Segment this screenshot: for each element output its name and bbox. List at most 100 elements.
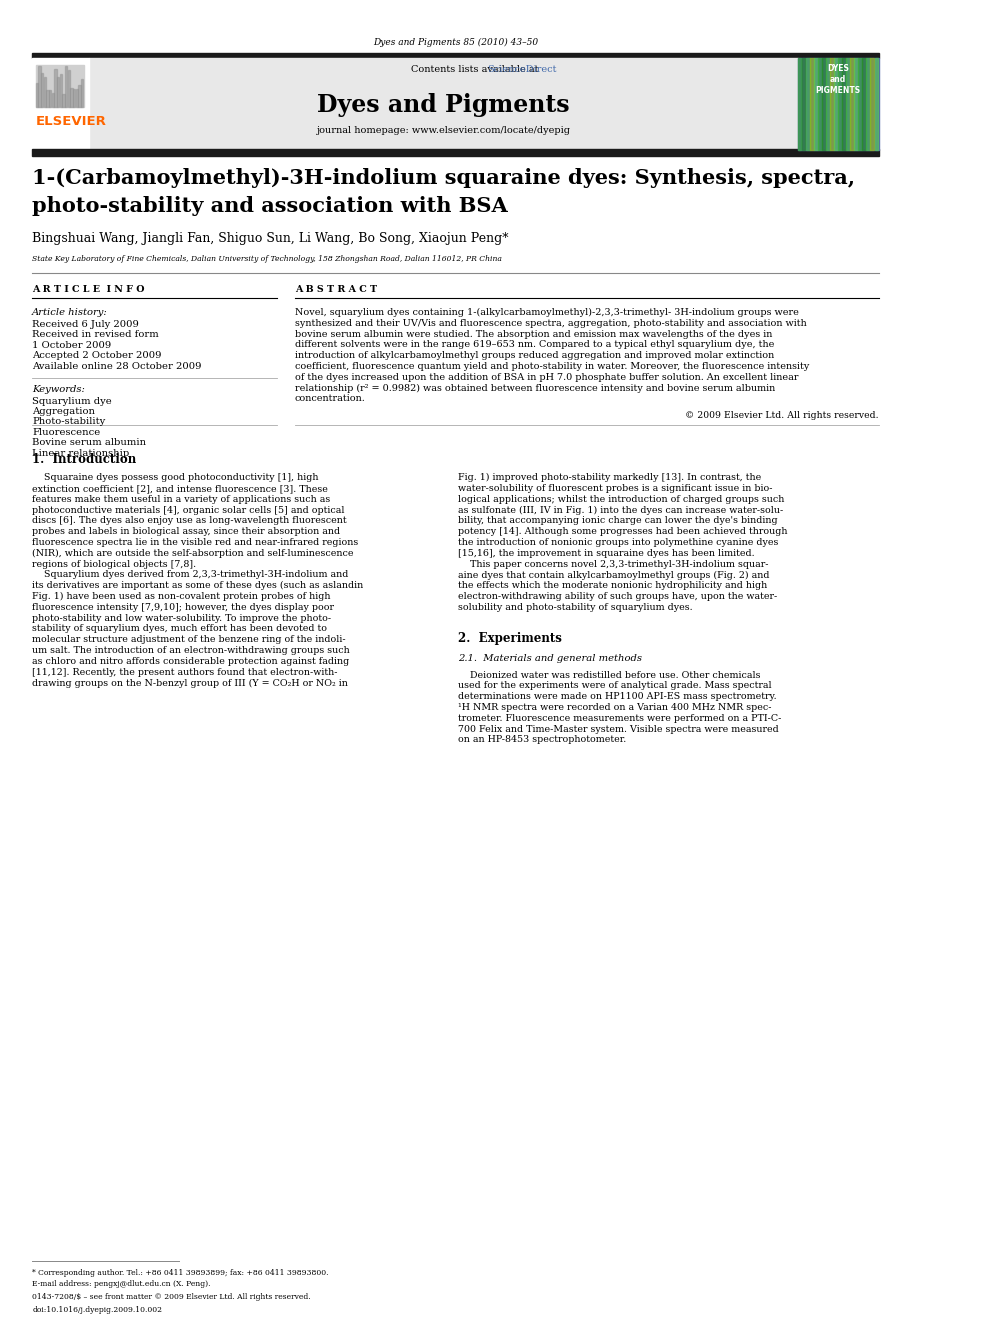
Text: [15,16], the improvement in squaraine dyes has been limited.: [15,16], the improvement in squaraine dy… bbox=[458, 549, 755, 558]
Text: 2.  Experiments: 2. Experiments bbox=[458, 631, 561, 644]
Text: fluorescence spectra lie in the visible red and near-infrared regions: fluorescence spectra lie in the visible … bbox=[32, 538, 358, 546]
Text: A B S T R A C T: A B S T R A C T bbox=[295, 284, 377, 294]
Text: aine dyes that contain alkylcarbamoylmethyl groups (Fig. 2) and: aine dyes that contain alkylcarbamoylmet… bbox=[458, 570, 770, 579]
Bar bbox=[846, 58, 850, 149]
Bar bbox=[57, 77, 60, 107]
Text: synthesized and their UV/Vis and fluorescence spectra, aggregation, photo-stabil: synthesized and their UV/Vis and fluores… bbox=[295, 319, 806, 328]
Text: as sulfonate (III, IV in Fig. 1) into the dyes can increase water-solu-: as sulfonate (III, IV in Fig. 1) into th… bbox=[458, 505, 784, 515]
Text: DYES
and
PIGMENTS: DYES and PIGMENTS bbox=[815, 64, 861, 95]
Bar bbox=[49, 90, 52, 107]
Bar bbox=[73, 89, 75, 107]
Bar bbox=[81, 79, 83, 107]
Text: Dyes and Pigments 85 (2010) 43–50: Dyes and Pigments 85 (2010) 43–50 bbox=[373, 38, 538, 48]
Text: ScienceDirect: ScienceDirect bbox=[487, 65, 557, 74]
Bar bbox=[39, 66, 41, 107]
Text: potency [14]. Although some progresses had been achieved through: potency [14]. Although some progresses h… bbox=[458, 527, 788, 536]
Text: 1.  Introduction: 1. Introduction bbox=[32, 454, 136, 466]
Text: trometer. Fluorescence measurements were performed on a PTI-C-: trometer. Fluorescence measurements were… bbox=[458, 714, 782, 722]
Bar bbox=[75, 89, 78, 107]
Text: logical applications; whilst the introduction of charged groups such: logical applications; whilst the introdu… bbox=[458, 495, 785, 504]
Bar bbox=[862, 58, 866, 149]
Text: Squaraine dyes possess good photoconductivity [1], high: Squaraine dyes possess good photoconduct… bbox=[32, 474, 318, 482]
Bar bbox=[826, 58, 829, 149]
Bar bbox=[875, 58, 878, 149]
Text: Bingshuai Wang, Jiangli Fan, Shiguo Sun, Li Wang, Bo Song, Xiaojun Peng*: Bingshuai Wang, Jiangli Fan, Shiguo Sun,… bbox=[32, 232, 509, 245]
Text: photo-stability and association with BSA: photo-stability and association with BSA bbox=[32, 196, 508, 216]
Text: electron-withdrawing ability of such groups have, upon the water-: electron-withdrawing ability of such gro… bbox=[458, 591, 778, 601]
Text: concentration.: concentration. bbox=[295, 394, 365, 404]
Text: Aggregation: Aggregation bbox=[32, 407, 95, 415]
Text: Article history:: Article history: bbox=[32, 308, 108, 318]
Bar bbox=[870, 58, 874, 149]
Text: E-mail address: pengxj@dlut.edu.cn (X. Peng).: E-mail address: pengxj@dlut.edu.cn (X. P… bbox=[32, 1279, 210, 1289]
Bar bbox=[67, 70, 70, 107]
Bar bbox=[834, 58, 838, 149]
Text: extinction coefficient [2], and intense fluorescence [3]. These: extinction coefficient [2], and intense … bbox=[32, 484, 328, 493]
Text: Fig. 1) have been used as non-covalent protein probes of high: Fig. 1) have been used as non-covalent p… bbox=[32, 591, 330, 601]
Text: stability of squarylium dyes, much effort has been devoted to: stability of squarylium dyes, much effor… bbox=[32, 624, 327, 634]
Text: This paper concerns novel 2,3,3-trimethyl-3H-indolium squar-: This paper concerns novel 2,3,3-trimethy… bbox=[458, 560, 769, 569]
Bar bbox=[32, 53, 879, 58]
Text: 1 October 2009: 1 October 2009 bbox=[32, 341, 111, 351]
Bar bbox=[36, 83, 38, 107]
Text: as chloro and nitro affords considerable protection against fading: as chloro and nitro affords considerable… bbox=[32, 656, 349, 665]
Bar bbox=[854, 58, 858, 149]
Text: ¹H NMR spectra were recorded on a Varian 400 MHz NMR spec-: ¹H NMR spectra were recorded on a Varian… bbox=[458, 703, 772, 712]
Text: doi:10.1016/j.dyepig.2009.10.002: doi:10.1016/j.dyepig.2009.10.002 bbox=[32, 1306, 162, 1314]
Text: Photo-stability: Photo-stability bbox=[32, 418, 105, 426]
Text: 0143-7208/$ – see front matter © 2009 Elsevier Ltd. All rights reserved.: 0143-7208/$ – see front matter © 2009 El… bbox=[32, 1293, 310, 1301]
Text: 2.1.  Materials and general methods: 2.1. Materials and general methods bbox=[458, 654, 642, 663]
Bar bbox=[47, 90, 49, 107]
Bar bbox=[55, 69, 57, 107]
Text: Available online 28 October 2009: Available online 28 October 2009 bbox=[32, 363, 201, 370]
Text: Keywords:: Keywords: bbox=[32, 385, 85, 393]
Text: coefficient, fluorescence quantum yield and photo-stability in water. Moreover, : coefficient, fluorescence quantum yield … bbox=[295, 363, 809, 370]
Text: Fluorescence: Fluorescence bbox=[32, 429, 100, 437]
Text: water-solubility of fluorescent probes is a significant issue in bio-: water-solubility of fluorescent probes i… bbox=[458, 484, 773, 493]
Text: Received in revised form: Received in revised form bbox=[32, 331, 159, 340]
Bar bbox=[41, 73, 44, 107]
Text: 700 Felix and Time-Master system. Visible spectra were measured: 700 Felix and Time-Master system. Visibl… bbox=[458, 725, 779, 733]
Bar bbox=[52, 93, 55, 107]
Text: © 2009 Elsevier Ltd. All rights reserved.: © 2009 Elsevier Ltd. All rights reserved… bbox=[684, 411, 879, 421]
Bar bbox=[802, 58, 806, 149]
Text: introduction of alkylcarbamoylmethyl groups reduced aggregation and improved mol: introduction of alkylcarbamoylmethyl gro… bbox=[295, 351, 774, 360]
Text: Accepted 2 October 2009: Accepted 2 October 2009 bbox=[32, 352, 162, 360]
Bar bbox=[842, 58, 846, 149]
Text: Squarylium dyes derived from 2,3,3-trimethyl-3H-indolium and: Squarylium dyes derived from 2,3,3-trime… bbox=[32, 570, 348, 579]
Bar bbox=[822, 58, 825, 149]
Bar bbox=[32, 58, 89, 149]
Bar bbox=[866, 58, 870, 149]
Text: drawing groups on the N-benzyl group of III (Y = CO₂H or NO₂ in: drawing groups on the N-benzyl group of … bbox=[32, 679, 348, 688]
Bar bbox=[60, 74, 62, 107]
Text: features make them useful in a variety of applications such as: features make them useful in a variety o… bbox=[32, 495, 330, 504]
Text: discs [6]. The dyes also enjoy use as long-wavelength fluorescent: discs [6]. The dyes also enjoy use as lo… bbox=[32, 516, 347, 525]
Text: bility, that accompanying ionic charge can lower the dye's binding: bility, that accompanying ionic charge c… bbox=[458, 516, 778, 525]
Text: molecular structure adjustment of the benzene ring of the indoli-: molecular structure adjustment of the be… bbox=[32, 635, 346, 644]
Bar bbox=[798, 58, 802, 149]
Text: Dyes and Pigments: Dyes and Pigments bbox=[317, 93, 569, 116]
Bar bbox=[858, 58, 862, 149]
Bar bbox=[36, 65, 83, 107]
Text: the effects which the moderate nonionic hydrophilicity and high: the effects which the moderate nonionic … bbox=[458, 581, 768, 590]
Text: Squarylium dye: Squarylium dye bbox=[32, 397, 112, 406]
Text: Received 6 July 2009: Received 6 July 2009 bbox=[32, 320, 139, 329]
Text: bovine serum albumin were studied. The absorption and emission max wavelengths o: bovine serum albumin were studied. The a… bbox=[295, 329, 772, 339]
Text: ELSEVIER: ELSEVIER bbox=[36, 115, 107, 128]
Text: Linear relationship: Linear relationship bbox=[32, 448, 129, 458]
Text: solubility and photo-stability of squarylium dyes.: solubility and photo-stability of squary… bbox=[458, 603, 692, 611]
Text: different solvents were in the range 619–653 nm. Compared to a typical ethyl squ: different solvents were in the range 619… bbox=[295, 340, 774, 349]
Bar bbox=[70, 89, 72, 107]
Text: of the dyes increased upon the addition of BSA in pH 7.0 phosphate buffer soluti: of the dyes increased upon the addition … bbox=[295, 373, 799, 382]
Text: Novel, squarylium dyes containing 1-(alkylcarbamoylmethyl)-2,3,3-trimethyl- 3H-i: Novel, squarylium dyes containing 1-(alk… bbox=[295, 308, 799, 318]
Bar bbox=[32, 149, 879, 156]
Text: photoconductive materials [4], organic solar cells [5] and optical: photoconductive materials [4], organic s… bbox=[32, 505, 344, 515]
Text: Bovine serum albumin: Bovine serum albumin bbox=[32, 438, 146, 447]
Text: relationship (r² = 0.9982) was obtained between fluorescence intensity and bovin: relationship (r² = 0.9982) was obtained … bbox=[295, 384, 775, 393]
Bar bbox=[62, 94, 64, 107]
Text: used for the experiments were of analytical grade. Mass spectral: used for the experiments were of analyti… bbox=[458, 681, 772, 691]
Text: Contents lists available at: Contents lists available at bbox=[412, 65, 542, 74]
Bar bbox=[798, 58, 879, 149]
Text: State Key Laboratory of Fine Chemicals, Dalian University of Technology, 158 Zho: State Key Laboratory of Fine Chemicals, … bbox=[32, 255, 502, 263]
Bar bbox=[64, 66, 67, 107]
